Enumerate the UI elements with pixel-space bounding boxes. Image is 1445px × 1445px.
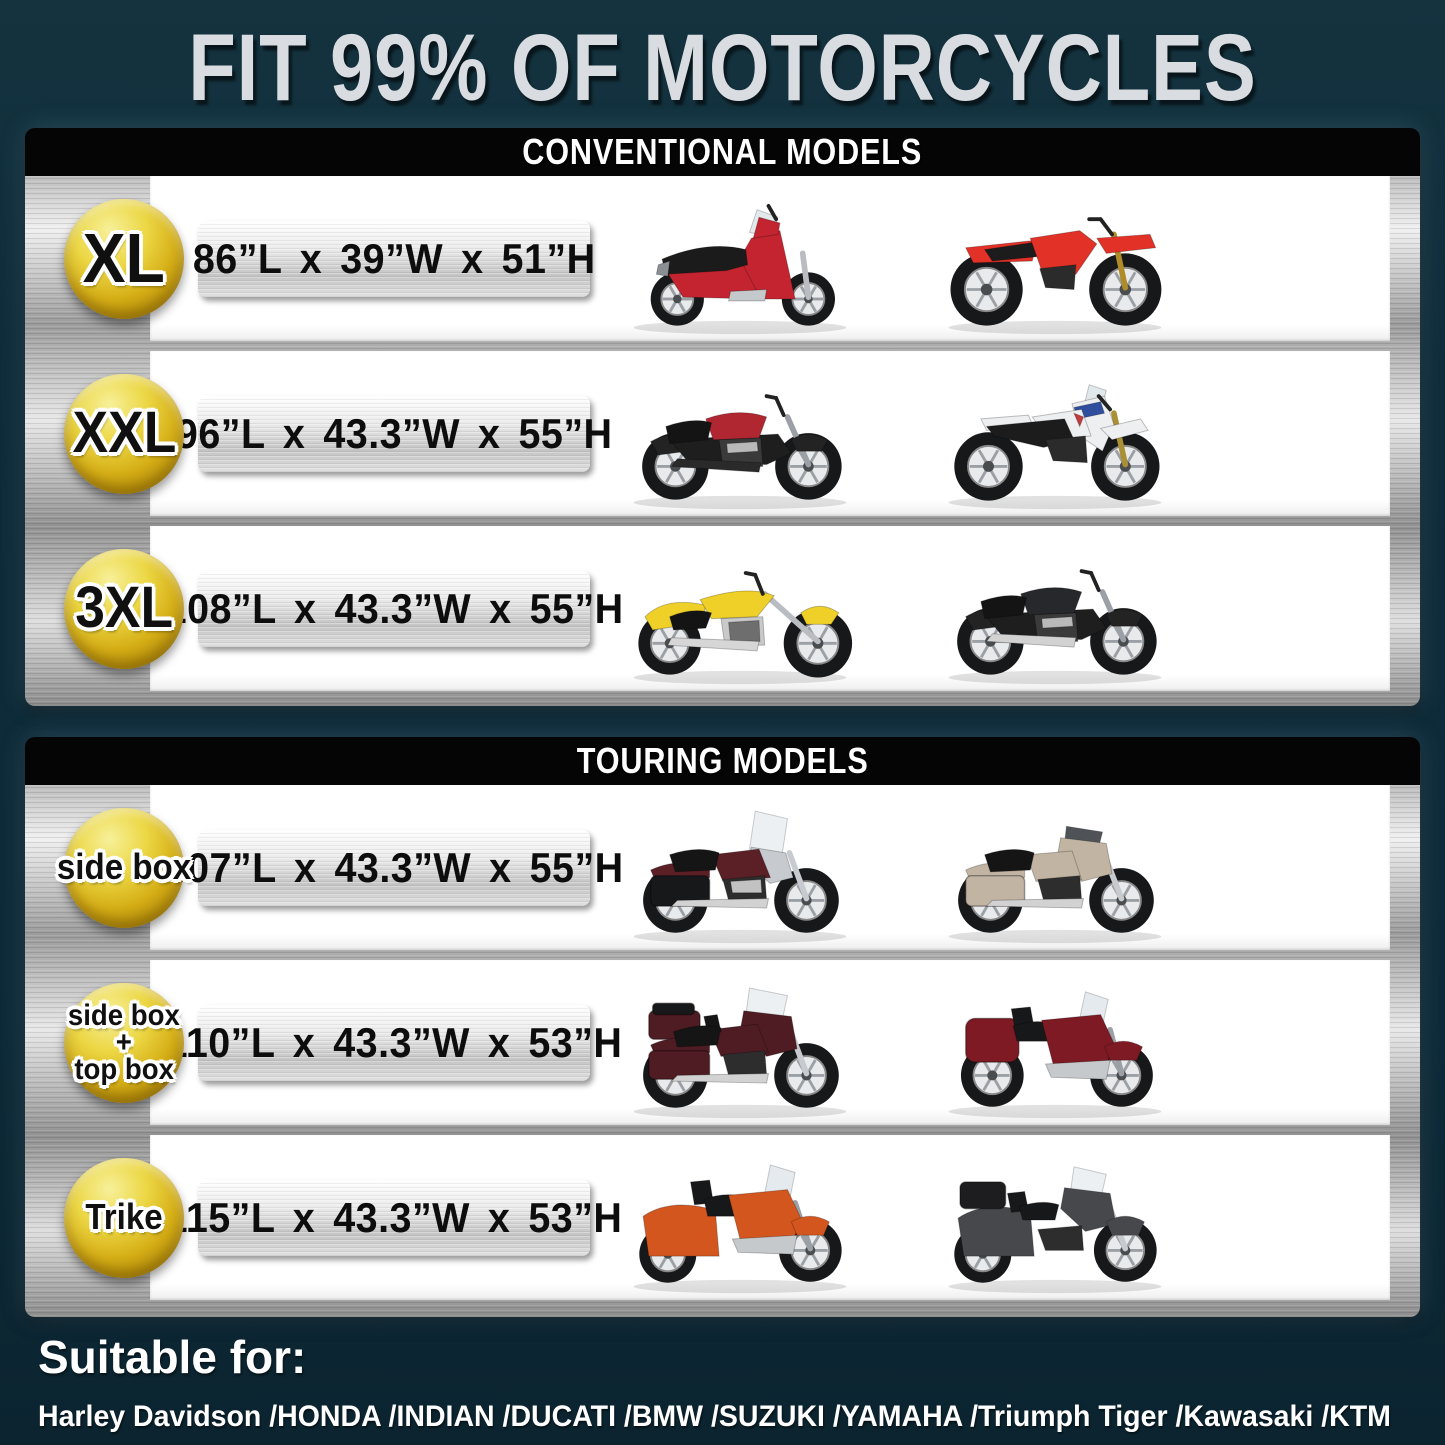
motorcycle-image [595, 535, 885, 687]
brand-list: Harley Davidson /HONDA /INDIAN /DUCATI /… [38, 1400, 1391, 1433]
size-row: 3XL 108”L x 43.3”W x 55”H [64, 526, 1390, 691]
conventional-models-panel: CONVENTIONAL MODELS XL 86”L x 39”W x 51”… [25, 128, 1420, 706]
motorcycle-image [910, 360, 1200, 512]
size-badge: Trike [64, 1157, 184, 1278]
touring-models-panel: TOURING MODELS side box 107”L x 43.3”W x… [25, 737, 1420, 1317]
touring-models-body: side box 107”L x 43.3”W x 55”H side box +… [25, 785, 1420, 1317]
dimension-bar: 108”L x 43.3”W x 55”H [164, 570, 623, 647]
conventional-models-body: XL 86”L x 39”W x 51”H XXL 96”L x 43.3”W … [25, 176, 1420, 706]
dimension-bar: 115”L x 43.3”W x 53”H [166, 1179, 622, 1256]
size-badge: 3XL [64, 548, 184, 669]
motorcycle-image [595, 969, 885, 1121]
size-badge: side box [57, 807, 191, 928]
motorcycle-image [595, 185, 885, 337]
size-badge-label: Trike [85, 1196, 163, 1238]
motorcycle-image [595, 1144, 885, 1296]
size-badge: XL [64, 198, 184, 319]
size-row: side box + top box 110”L x 43.3”W x 53”H [64, 960, 1390, 1125]
dimension-text: 86”L x 39”W x 51”H [192, 234, 596, 282]
size-row: XL 86”L x 39”W x 51”H [64, 176, 1390, 341]
size-row: XXL 96”L x 43.3”W x 55”H [64, 351, 1390, 516]
dimension-bar: 96”L x 43.3”W x 55”H [176, 395, 612, 472]
dimension-text: 107”L x 43.3”W x 55”H [164, 843, 624, 891]
motorcycle-image [595, 794, 885, 946]
dimension-bar: 107”L x 43.3”W x 55”H [164, 829, 623, 906]
dimension-text: 108”L x 43.3”W x 55”H [164, 584, 624, 632]
size-badge-label: XL [82, 219, 166, 297]
size-row: Trike 115”L x 43.3”W x 53”H [64, 1135, 1390, 1300]
motorcycle-image [910, 794, 1200, 946]
dimension-text: 96”L x 43.3”W x 55”H [175, 409, 613, 457]
dimension-bar: 110”L x 43.3”W x 53”H [166, 1004, 622, 1081]
motorcycle-image [910, 1144, 1200, 1296]
touring-models-header: TOURING MODELS [25, 737, 1420, 785]
motorcycle-image [910, 185, 1200, 337]
motorcycle-image [595, 360, 885, 512]
size-badge-label: side box [68, 999, 180, 1032]
dimension-text: 110”L x 43.3”W x 53”H [165, 1018, 623, 1066]
motorcycle-image [910, 535, 1200, 687]
size-badge-label: XXL [72, 400, 176, 466]
page-title-text: FIT 99% OF MOTORCYCLES [188, 15, 1257, 121]
conventional-models-header-label: CONVENTIONAL MODELS [522, 131, 923, 172]
dimension-bar: 86”L x 39”W x 51”H [193, 220, 595, 297]
dimension-text: 115”L x 43.3”W x 53”H [165, 1193, 623, 1241]
size-badge-label: side box [56, 846, 192, 888]
page-title: FIT 99% OF MOTORCYCLES [0, 14, 1445, 123]
size-badge-label: 3XL [75, 575, 173, 641]
size-badge: XXL [64, 373, 184, 494]
suitable-for-heading: Suitable for: [38, 1331, 307, 1383]
motorcycle-image [910, 969, 1200, 1121]
touring-models-header-label: TOURING MODELS [576, 740, 869, 781]
size-badge: side box + top box [64, 982, 184, 1103]
size-badge-label: + [115, 1026, 133, 1059]
conventional-models-header: CONVENTIONAL MODELS [25, 128, 1420, 176]
footer: Suitable for: Harley Davidson /HONDA /IN… [38, 1330, 1423, 1434]
size-badge-label: top box [74, 1053, 174, 1086]
size-row: side box 107”L x 43.3”W x 55”H [57, 785, 1390, 950]
